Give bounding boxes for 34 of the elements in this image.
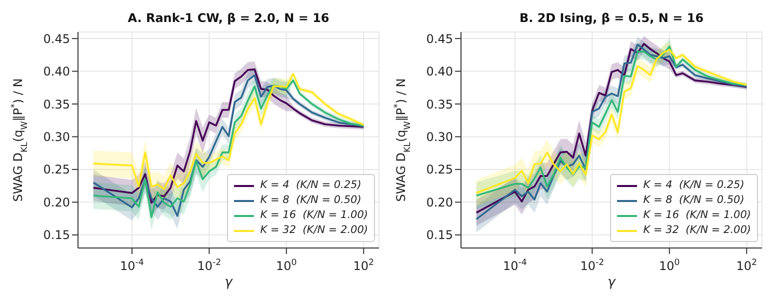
x-tick-label: 10$^{2}$ xyxy=(736,258,758,273)
legend-label: K = 32 (K/N = 2.00) xyxy=(643,223,751,238)
y-tick-label: 0.25 xyxy=(426,162,453,177)
legend-label: K = 4 (K/N = 0.25) xyxy=(260,178,362,193)
x-axis-title: γ xyxy=(224,275,234,290)
x-axis-title: γ xyxy=(608,275,617,290)
y-tick-label: 0.20 xyxy=(426,195,453,210)
legend-label: K = 8 (K/N = 0.50) xyxy=(260,193,362,208)
chart-title: A. Rank-1 CW, β = 2.0, N = 16 xyxy=(128,11,330,25)
x-tick-label: 10$^{-2}$ xyxy=(197,258,222,273)
y-tick-label: 0.30 xyxy=(426,130,453,144)
y-tick-label: 0.20 xyxy=(43,195,70,210)
x-tick-label: 10$^{0}$ xyxy=(276,258,297,273)
x-tick-label: 10$^{-2}$ xyxy=(580,258,604,273)
legend-label: K = 32 (K/N = 2.00) xyxy=(260,223,368,238)
y-tick-label: 0.35 xyxy=(426,97,453,112)
x-tick-label: 10$^{2}$ xyxy=(353,258,374,273)
y-tick-label: 0.45 xyxy=(43,32,70,46)
legend-label: K = 4 (K/N = 0.25) xyxy=(643,178,744,193)
legend-label: K = 16 (K/N = 1.00) xyxy=(260,208,368,223)
chart-title: B. 2D Ising, β = 0.5, N = 16 xyxy=(519,11,704,25)
x-tick-label: 10$^{0}$ xyxy=(659,258,680,273)
y-tick-label: 0.40 xyxy=(43,64,70,79)
y-tick-label: 0.45 xyxy=(426,32,453,46)
y-tick-label: 0.15 xyxy=(426,228,453,242)
x-tick-label: 10$^{-4}$ xyxy=(503,258,527,273)
y-tick-label: 0.40 xyxy=(426,64,453,79)
y-tick-label: 0.35 xyxy=(43,97,70,112)
y-tick-label: 0.30 xyxy=(43,130,70,144)
y-tick-label: 0.15 xyxy=(43,228,70,242)
legend-label: K = 8 (K/N = 0.50) xyxy=(643,193,744,208)
y-tick-label: 0.25 xyxy=(43,162,70,177)
x-tick-label: 10$^{-4}$ xyxy=(120,258,144,273)
legend-label: K = 16 (K/N = 1.00) xyxy=(643,208,751,223)
